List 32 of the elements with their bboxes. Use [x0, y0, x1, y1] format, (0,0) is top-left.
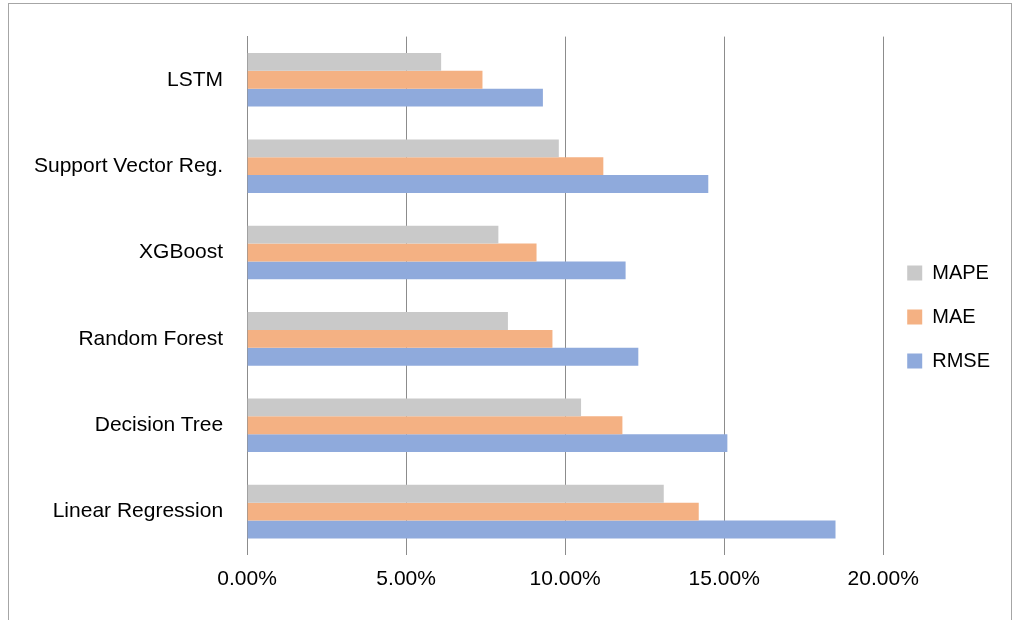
- bar: [247, 157, 604, 176]
- bar: [247, 139, 559, 158]
- x-tick-label: 0.00%: [217, 566, 277, 590]
- bar: [247, 329, 553, 348]
- x-tick-label: 20.00%: [847, 566, 919, 590]
- bar: [247, 225, 499, 244]
- legend-label: MAE: [932, 304, 976, 327]
- bar: [247, 416, 623, 435]
- legend-label: RMSE: [932, 348, 991, 371]
- x-tick-label: 10.00%: [529, 566, 601, 590]
- y-tick-label: Random Forest: [78, 325, 224, 349]
- bar: [247, 261, 626, 280]
- bar: [247, 484, 664, 503]
- x-tick-label: 5.00%: [376, 566, 436, 590]
- y-tick-label: XGBoost: [139, 239, 224, 263]
- bar: [247, 243, 537, 262]
- bar: [247, 398, 582, 417]
- bar: [247, 53, 442, 71]
- x-tick-label: 15.00%: [688, 566, 760, 590]
- bar: [247, 312, 508, 330]
- bar: [247, 70, 483, 89]
- bar: [247, 520, 836, 539]
- bar: [247, 434, 728, 453]
- bar: [247, 502, 699, 521]
- bar: [247, 347, 639, 366]
- y-tick-label: LSTM: [167, 66, 224, 90]
- bar: [247, 88, 543, 107]
- y-tick-label: Linear Regression: [52, 498, 224, 522]
- bar: [247, 175, 709, 193]
- legend-label: MAPE: [932, 260, 989, 283]
- y-tick-label: Support Vector Reg.: [33, 152, 224, 176]
- y-tick-label: Decision Tree: [94, 412, 224, 436]
